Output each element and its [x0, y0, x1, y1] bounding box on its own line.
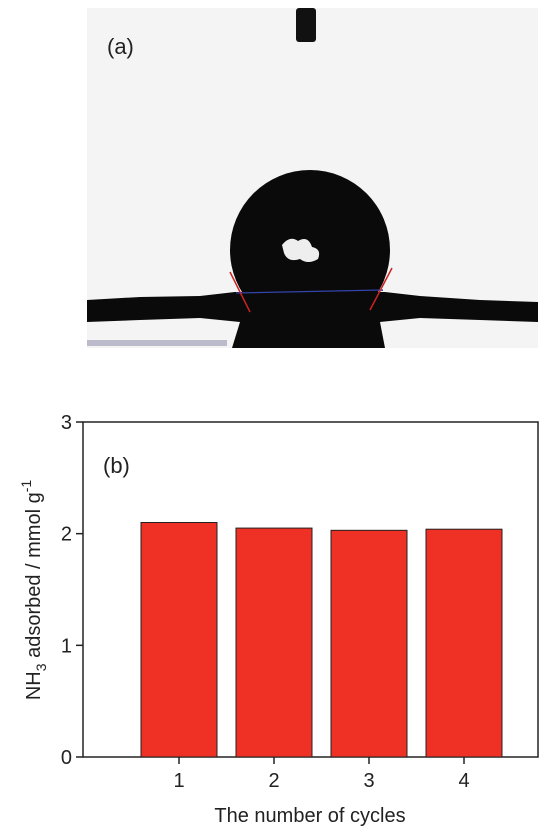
y-tick-label: 3 [61, 412, 72, 434]
x-axis-label: The number of cycles [214, 805, 405, 827]
photo-edge [87, 340, 227, 346]
panel-label: (a) [107, 34, 134, 59]
y-tick-label: 2 [61, 524, 72, 546]
x-tick-label: 1 [173, 770, 184, 792]
x-tick-label: 2 [268, 770, 279, 792]
y-axis-label-part: -1 [18, 480, 34, 493]
x-tick-label: 4 [458, 770, 469, 792]
baseline [235, 289, 384, 294]
tangent-left [229, 271, 251, 313]
bar [235, 527, 313, 758]
photo-panel: (a) [87, 8, 538, 348]
reflection [282, 238, 320, 262]
y-axis-label-part: adsorbed / mmol g [23, 492, 45, 663]
bar [425, 528, 503, 758]
x-tick-label: 3 [363, 770, 374, 792]
y-axis-label: NH3 adsorbed / mmol g-1 [18, 480, 49, 701]
panel-label: (b) [103, 453, 130, 478]
bar [330, 529, 408, 758]
bar [140, 522, 218, 758]
y-tick-label: 0 [61, 747, 72, 769]
needle [296, 8, 316, 42]
y-tick-label: 1 [61, 635, 72, 657]
y-axis-label-part: NH [23, 671, 45, 700]
y-axis-label-part: 3 [33, 663, 49, 671]
tangent-right [369, 267, 393, 311]
